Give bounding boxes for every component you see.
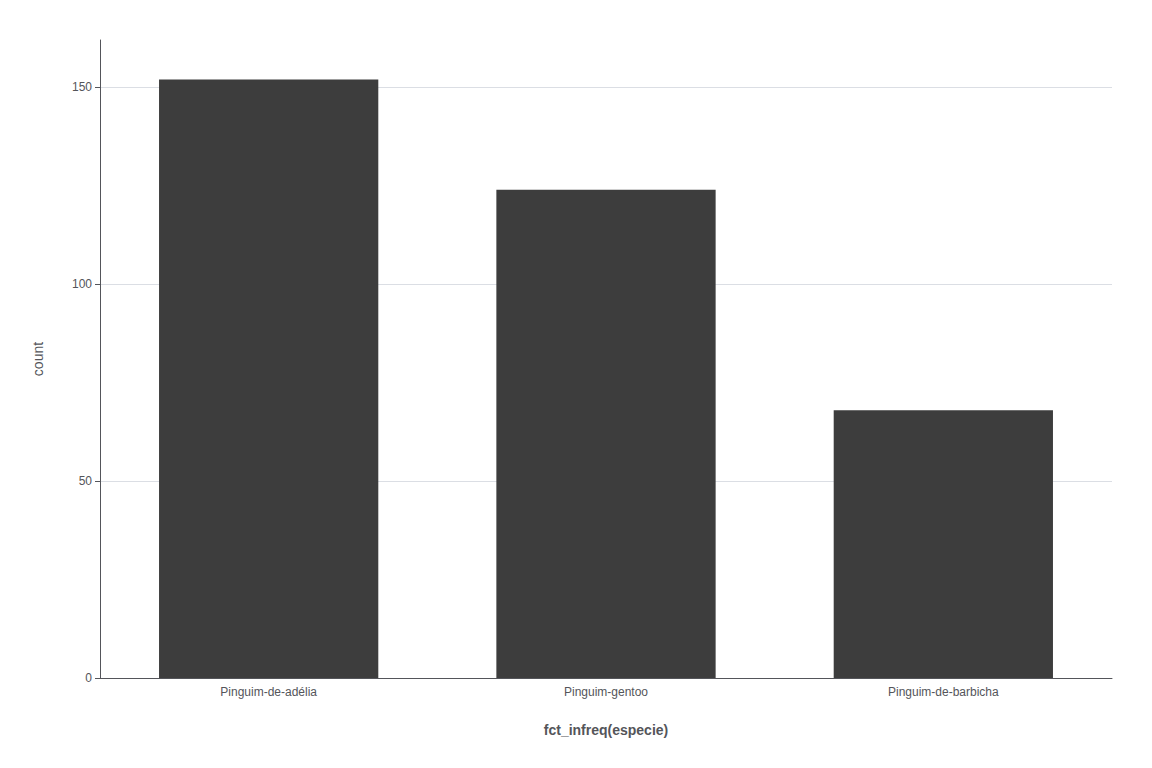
svg-text:150: 150: [72, 80, 92, 94]
svg-text:50: 50: [79, 474, 93, 488]
svg-text:100: 100: [72, 277, 92, 291]
svg-text:0: 0: [85, 671, 92, 685]
svg-text:fct_infreq(especie): fct_infreq(especie): [544, 722, 668, 738]
svg-text:Pinguim-gentoo: Pinguim-gentoo: [564, 685, 648, 699]
svg-text:count: count: [30, 342, 46, 376]
svg-text:Pinguim-de-adélia: Pinguim-de-adélia: [220, 685, 317, 699]
svg-text:Pinguim-de-barbicha: Pinguim-de-barbicha: [888, 685, 999, 699]
